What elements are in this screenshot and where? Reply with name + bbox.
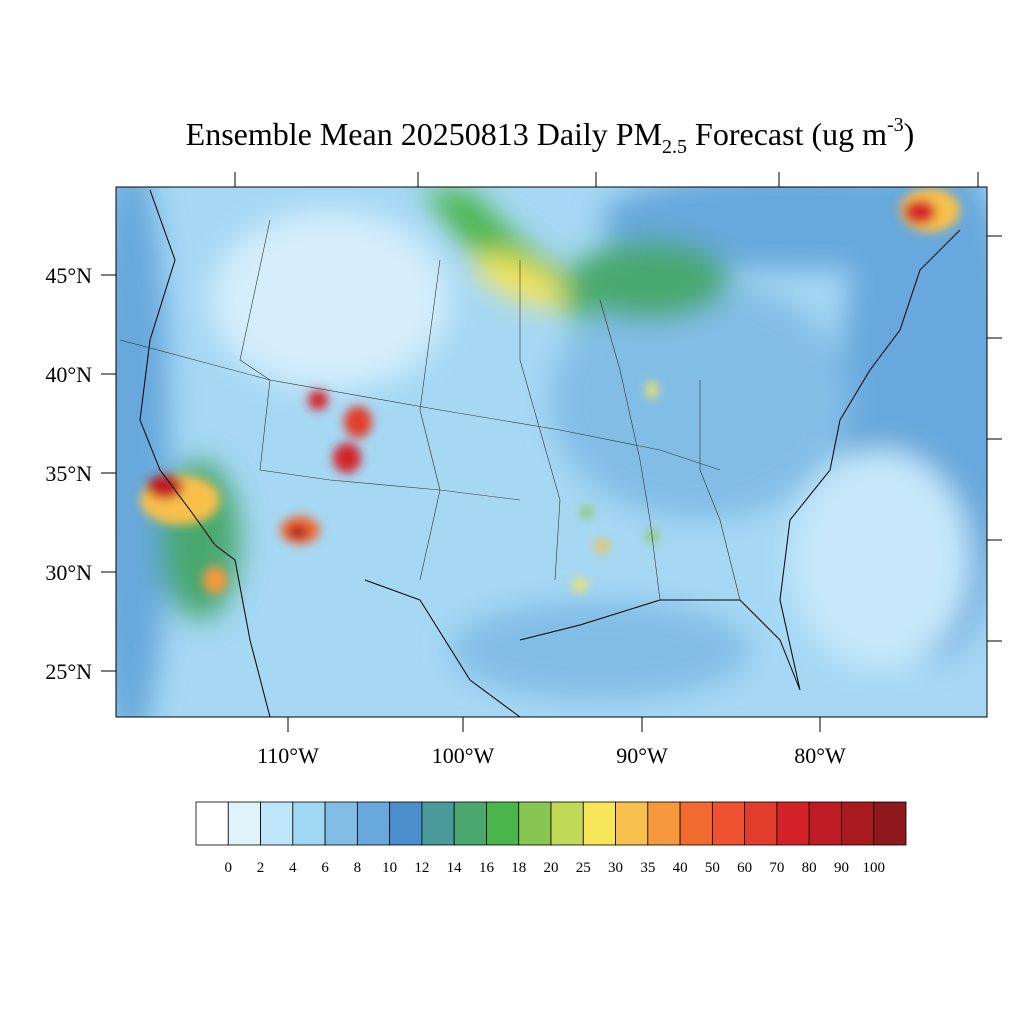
colorbar-box [744, 801, 778, 846]
colorbar-label: 20 [544, 860, 559, 876]
lon-label: 90°W [616, 743, 668, 768]
colorbar-box [195, 801, 229, 846]
colorbar-label: 25 [576, 860, 591, 876]
colorbar-box [873, 801, 907, 846]
colorbar-label: 70 [769, 860, 784, 876]
colorbar-label: 100 [862, 860, 885, 876]
lat-label: 30°N [45, 560, 92, 585]
title-text: Forecast (ug m [687, 116, 887, 152]
colorbar-box [227, 801, 261, 846]
lat-label: 45°N [45, 263, 92, 288]
colorbar-box [324, 801, 358, 846]
colorbar-label: 0 [225, 860, 233, 876]
colorbar-label: 60 [737, 860, 752, 876]
title-text: ) [904, 116, 915, 152]
colorbar-label: 16 [479, 860, 495, 876]
title-sup: -3 [887, 114, 904, 136]
colorbar-box [808, 801, 842, 846]
lon-label: 80°W [794, 743, 846, 768]
colorbar-label: 35 [640, 860, 655, 876]
colorbar-box [421, 801, 455, 846]
colorbar-label: 6 [321, 860, 329, 876]
colorbar-label: 30 [608, 860, 623, 876]
colorbar-box [550, 801, 584, 846]
colorbar-label: 50 [705, 860, 720, 876]
colorbar-label: 2 [257, 860, 265, 876]
colorbar-label: 4 [289, 860, 297, 876]
lat-label: 25°N [45, 659, 92, 684]
colorbar-box [679, 801, 713, 846]
title-text: Ensemble Mean 20250813 Daily PM [186, 116, 662, 152]
lon-label: 110°W [257, 743, 319, 768]
colorbar-box [582, 801, 616, 846]
colorbar-box [518, 801, 552, 846]
colorbar-label: 10 [382, 860, 397, 876]
map-field [116, 187, 987, 717]
colorbar-box [260, 801, 294, 846]
colorbar-box [486, 801, 520, 846]
colorbar-label: 14 [447, 860, 463, 876]
map-frame [115, 186, 988, 718]
colorbar-label: 8 [354, 860, 362, 876]
colorbar: 0 2 4 6 8 10 12 14 16 18 20 25 30 35 40 50 60 70 80 90 100 [195, 801, 907, 876]
map-ticks [101, 172, 1002, 732]
colorbar-label: 90 [834, 860, 849, 876]
lat-label: 35°N [45, 461, 92, 486]
colorbar-box [776, 801, 810, 846]
colorbar-box [356, 801, 391, 846]
lat-label: 40°N [45, 362, 92, 387]
colorbar-label: 40 [673, 860, 688, 876]
title: Ensemble Mean 20250813 Daily PM2.5 Forec… [186, 114, 915, 158]
colorbar-label: 80 [802, 860, 817, 876]
colorbar-box [711, 801, 746, 846]
colorbar-box [453, 801, 487, 846]
colorbar-box [647, 801, 681, 846]
colorbar-box [292, 801, 326, 846]
colorbar-box [389, 801, 423, 846]
colorbar-label: 12 [414, 860, 429, 876]
colorbar-box [615, 801, 649, 846]
lon-label: 100°W [432, 743, 495, 768]
title-sub: 2.5 [662, 136, 687, 158]
colorbar-label: 18 [511, 860, 526, 876]
colorbar-box [841, 801, 875, 846]
